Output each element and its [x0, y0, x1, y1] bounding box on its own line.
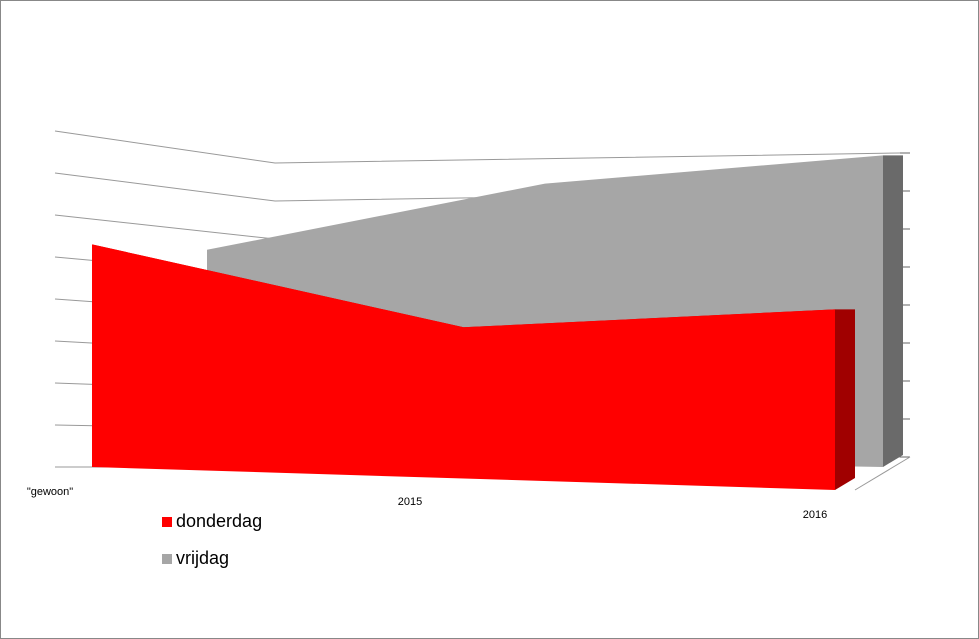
axis-line [854, 456, 911, 491]
legend-swatch [162, 517, 172, 527]
legend-swatch [162, 554, 172, 564]
area-side [883, 155, 903, 467]
x-tick-label: 2015 [398, 496, 422, 508]
area [92, 244, 835, 490]
legend-label: donderdag [176, 511, 262, 531]
grid-line [54, 130, 901, 164]
legend-label: vrijdag [176, 548, 229, 568]
x-tick-label: "gewoon" [27, 486, 73, 498]
area-side [835, 309, 855, 490]
x-tick-label: 2016 [803, 509, 827, 521]
